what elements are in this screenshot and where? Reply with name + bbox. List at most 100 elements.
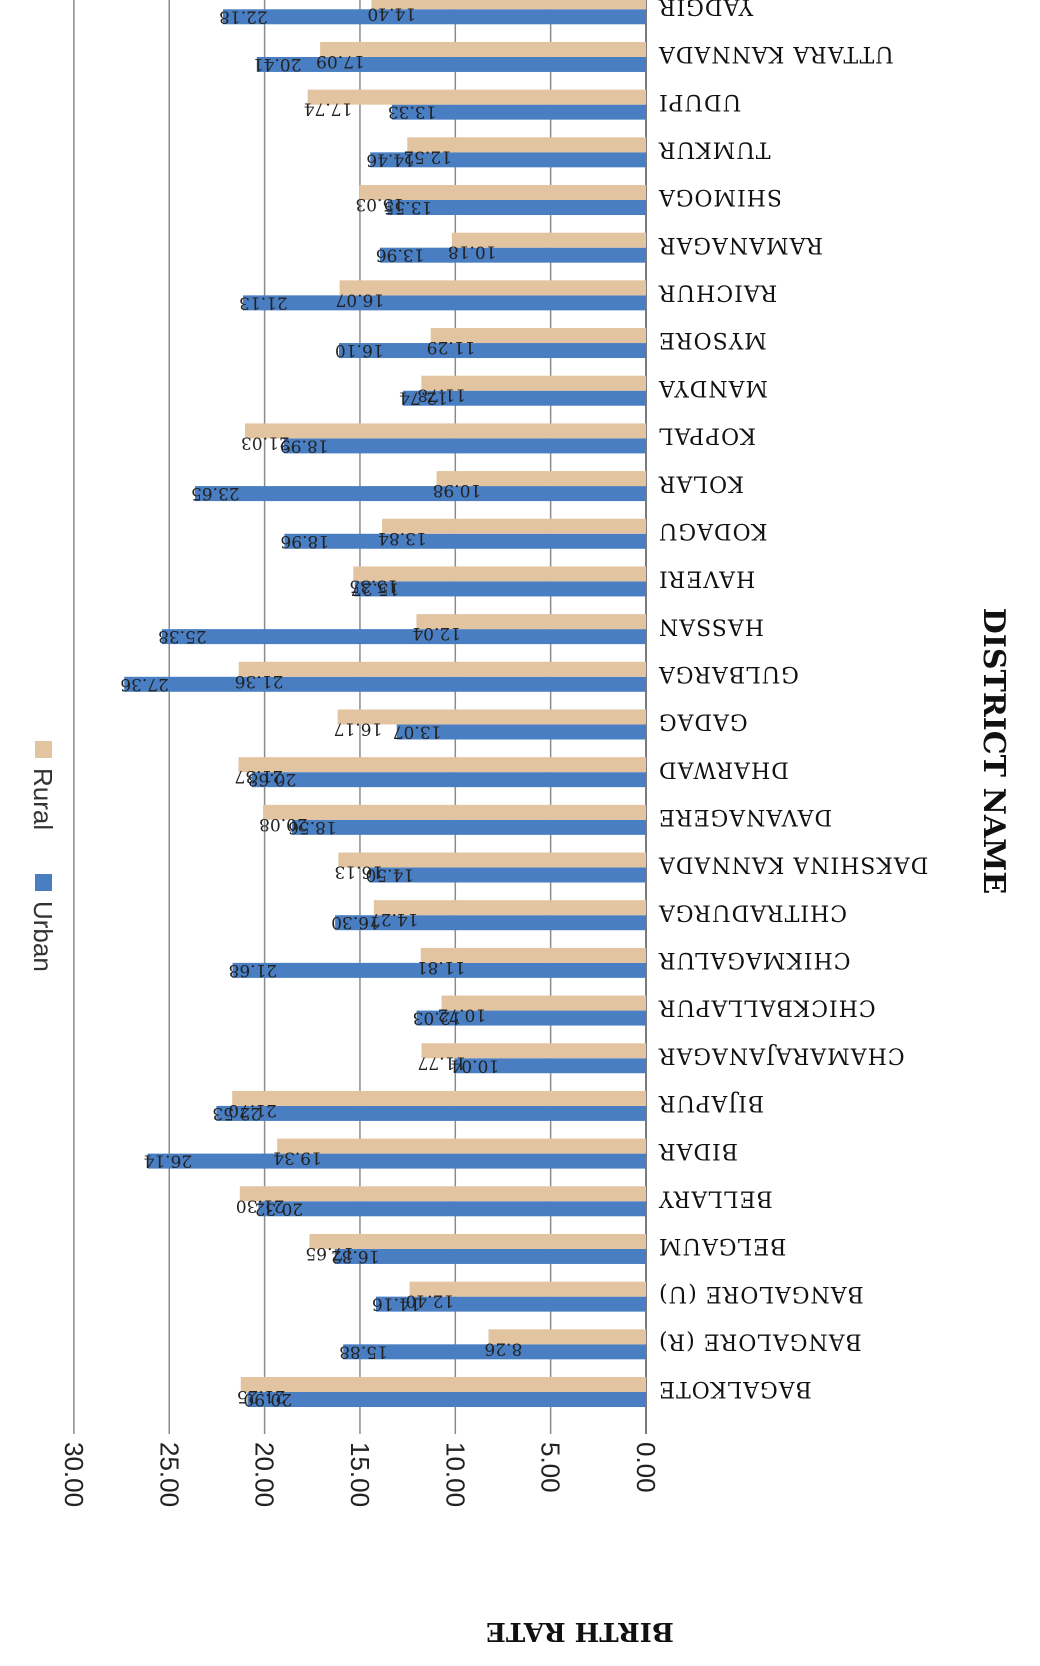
bar-urban [124, 676, 646, 692]
bar-rural [338, 852, 646, 868]
data-label-urban: 27.36 [120, 674, 169, 694]
data-label-rural: 16.13 [334, 862, 383, 882]
data-label-urban: 15.88 [339, 1341, 388, 1361]
y-axis-title: DISTRICT NAME [976, 608, 1011, 894]
bar-urban [416, 1010, 646, 1026]
data-label-urban: 10.04 [451, 1055, 500, 1075]
bar-rural [421, 375, 646, 391]
category-label: RAMANAGAR [658, 232, 823, 257]
x-tick-label: 20.00 [250, 1442, 280, 1507]
data-label-urban: 18.56 [288, 817, 337, 837]
bar-urban [223, 9, 646, 25]
data-label-urban: 20.32 [254, 1198, 303, 1218]
bar-urban [243, 295, 646, 311]
legend: Urban Rural [28, 741, 58, 972]
bar-urban [147, 1153, 646, 1169]
data-label-rural: 21.36 [235, 671, 284, 691]
category-label: BELGAUM [658, 1233, 786, 1258]
data-label-urban: 22.18 [219, 6, 268, 26]
bar-rural [309, 1233, 646, 1249]
category-label: DAKSHINA KANNADA [658, 852, 928, 877]
category-label: TUMKUR [658, 136, 771, 161]
data-label-urban: 12.03 [413, 1008, 462, 1028]
bar-rural [430, 328, 646, 344]
category-label: CHICKBALLAPUR [658, 995, 876, 1020]
category-label: MANDYA [658, 375, 768, 400]
x-tick-label: 0.00 [631, 1442, 661, 1493]
data-label-urban: 16.10 [335, 340, 384, 360]
category-label: DHARWAD [658, 756, 789, 781]
x-tick-label: 25.00 [154, 1442, 184, 1507]
bar-urban [292, 819, 646, 835]
bar-urban [251, 772, 646, 788]
category-label: GULBARGA [658, 661, 799, 686]
data-label-urban: 21.13 [239, 292, 288, 312]
data-label-urban: 20.68 [248, 769, 297, 789]
bar-rural [373, 900, 646, 916]
data-label-urban: 18.99 [280, 435, 329, 455]
bar-rural [436, 471, 646, 487]
bar-urban [216, 1105, 646, 1121]
bar-rural [451, 232, 646, 248]
data-label-rural: 20.08 [259, 814, 308, 834]
data-label-rural: 10.72 [438, 1005, 487, 1025]
bar-rural [420, 947, 646, 963]
data-label-rural: 17.65 [305, 1243, 354, 1263]
bar-rural [441, 995, 646, 1011]
data-label-rural: 12.04 [412, 623, 461, 643]
data-label-rural: 12.52 [403, 146, 452, 166]
data-label-rural: 16.07 [336, 289, 385, 309]
bar-urban [343, 1344, 646, 1360]
data-label-rural: 10.98 [433, 480, 482, 500]
data-label-rural: 21.30 [236, 1195, 285, 1215]
bar-urban [454, 1058, 646, 1074]
category-label: CHAMARAJANAGAR [658, 1042, 905, 1067]
data-label-urban: 14.46 [366, 149, 415, 169]
category-label: SHIMOGA [658, 184, 782, 209]
x-tick-label: 15.00 [345, 1442, 375, 1507]
category-label: HAVERI [658, 566, 755, 591]
data-label-urban: 25.38 [158, 626, 207, 646]
bar-rural [409, 1281, 646, 1297]
bar-rural [353, 566, 646, 582]
category-label: BAGALKOTE [658, 1376, 812, 1401]
data-label-rural: 17.09 [316, 51, 365, 71]
bar-rural [421, 1043, 646, 1059]
data-label-rural: 13.84 [378, 528, 427, 548]
data-label-urban: 20.41 [253, 54, 302, 74]
data-label-urban: 13.96 [376, 245, 425, 265]
category-label: CHITRADURGA [658, 899, 847, 924]
legend-label-urban: Urban [28, 901, 58, 972]
bar-rural [339, 280, 646, 296]
data-label-rural: 10.18 [448, 242, 497, 262]
legend-swatch-urban [35, 874, 52, 891]
bar-rural [359, 185, 646, 200]
legend-label-rural: Rural [28, 768, 58, 830]
bar-rural [277, 1138, 646, 1154]
bar-urban [369, 867, 646, 883]
bar-urban [258, 1201, 646, 1217]
data-label-rural: 15.35 [349, 575, 398, 595]
bar-rural [307, 89, 646, 105]
data-label-rural: 11.78 [417, 385, 466, 405]
bar-rural [239, 1186, 646, 1202]
legend-swatch-rural [35, 741, 52, 758]
data-label-urban: 12.74 [399, 388, 448, 408]
data-label-urban: 21.68 [229, 960, 278, 980]
x-tick-label: 5.00 [536, 1442, 566, 1493]
data-label-rural: 16.17 [334, 718, 383, 738]
data-label-urban: 16.32 [331, 1246, 380, 1266]
category-label: BIJAPUR [658, 1090, 765, 1115]
bar-rural [416, 614, 646, 630]
data-label-urban: 23.65 [191, 483, 240, 503]
bar-rural [407, 137, 646, 153]
bar-urban [256, 56, 646, 72]
data-label-urban: 16.30 [331, 912, 380, 932]
data-label-urban: 13.33 [388, 102, 437, 122]
data-label-rural: 14.27 [370, 909, 419, 929]
x-tick-label: 10.00 [440, 1442, 470, 1507]
data-label-rural: 21.37 [234, 766, 283, 786]
